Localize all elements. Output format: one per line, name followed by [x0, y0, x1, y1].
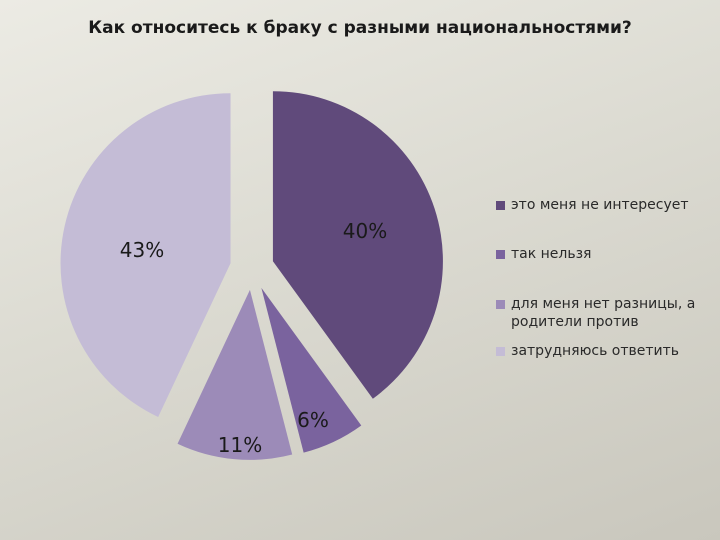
legend-item-hard-to-say: затрудняюсь ответить	[496, 342, 711, 360]
legend-label: для меня нет разницы, а родители против	[511, 296, 696, 330]
legend-item-not-interested: это меня не интересует	[496, 196, 711, 214]
slice-not-interested	[272, 91, 443, 399]
data-label: 6%	[297, 408, 329, 432]
legend-item-parents-against: для меня нет разницы, а родители против	[496, 295, 711, 331]
legend-label: это меня не интересует	[511, 197, 689, 213]
legend-swatch	[496, 347, 505, 356]
legend-swatch	[496, 300, 505, 309]
data-label: 43%	[120, 238, 164, 262]
legend-swatch	[496, 250, 505, 259]
data-label: 11%	[218, 433, 262, 457]
legend-swatch	[496, 201, 505, 210]
slice-parents-against	[177, 289, 293, 460]
legend-item-not-allowed: так нельзя	[496, 245, 711, 263]
slice-not-allowed	[261, 287, 362, 453]
chart-title: Как относитесь к браку с разными национа…	[88, 18, 632, 38]
legend-label: затрудняюсь ответить	[511, 343, 680, 359]
slice-hard-to-say	[60, 93, 231, 418]
data-label: 40%	[343, 219, 387, 243]
legend-label: так нельзя	[511, 246, 592, 262]
